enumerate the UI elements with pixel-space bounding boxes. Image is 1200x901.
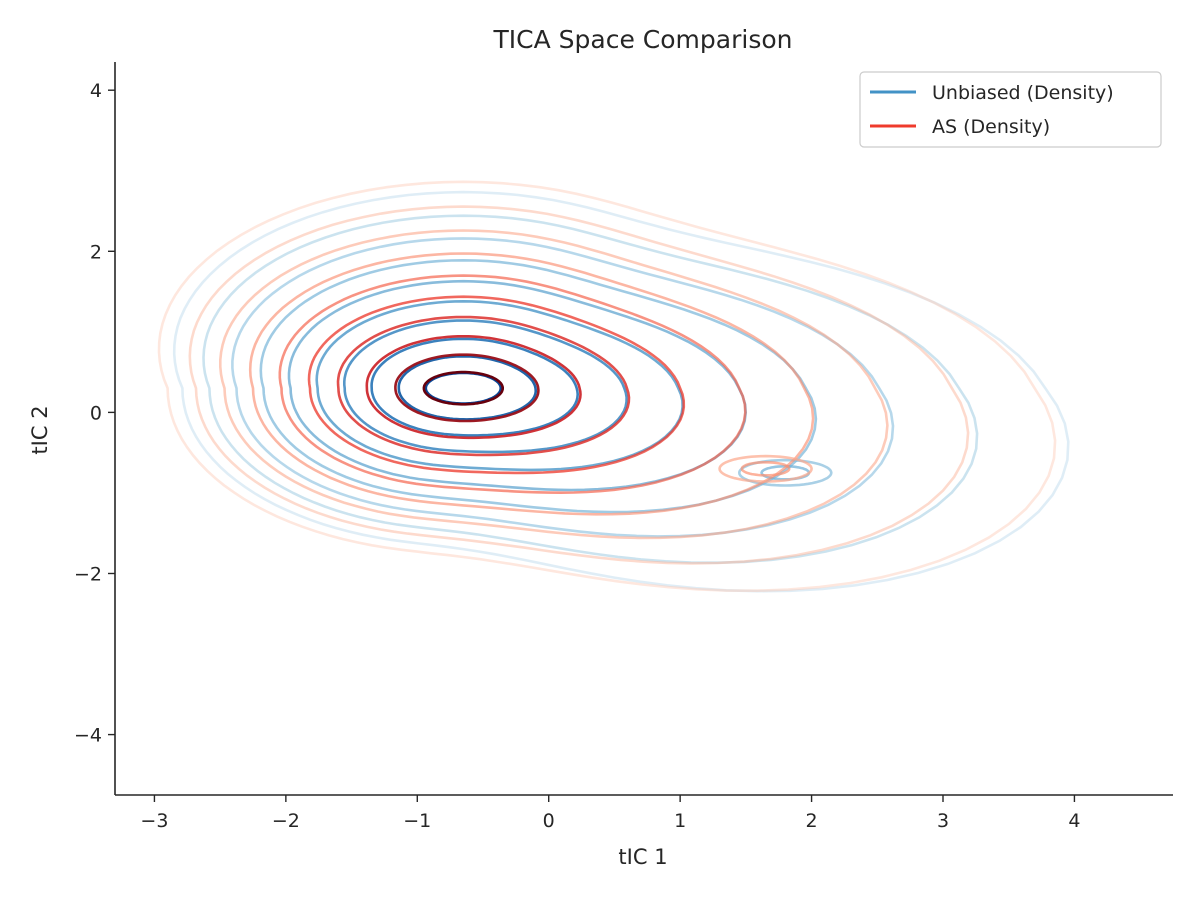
plot-area: [157, 180, 1070, 593]
density-contour-secondary: [737, 458, 833, 487]
density-contour: [259, 258, 818, 514]
legend: Unbiased (Density) AS (Density): [859, 71, 1162, 148]
x-tick-label: 2: [806, 810, 818, 832]
density-contour: [202, 214, 979, 565]
density-contour: [287, 279, 748, 492]
legend-label-unbiased: Unbiased (Density): [932, 82, 1114, 104]
density-contour: [157, 180, 1057, 593]
density-contour-secondary: [718, 454, 813, 483]
density-contour: [315, 299, 684, 472]
x-tick-label: −3: [140, 810, 168, 832]
y-tick-label: −4: [74, 725, 102, 747]
density-contour: [422, 370, 504, 406]
y-tick-label: 4: [90, 80, 102, 102]
x-tick-label: −1: [403, 810, 431, 832]
x-axis-ticks: −3 −2 −1 0 1 2 3 4: [140, 795, 1080, 832]
density-contour: [343, 319, 628, 454]
y-axis-label: tIC 2: [28, 405, 52, 454]
x-tick-label: −2: [272, 810, 300, 832]
density-contour: [397, 354, 537, 421]
y-tick-label: 0: [90, 402, 102, 424]
density-contour: [219, 229, 889, 540]
density-contour: [248, 252, 815, 516]
y-axis-ticks: −4 −2 0 2 4: [74, 80, 115, 747]
density-contour: [278, 274, 747, 495]
legend-frame: [859, 71, 1162, 148]
density-contour: [394, 353, 540, 423]
x-tick-label: 3: [937, 810, 949, 832]
density-contour: [365, 335, 582, 440]
legend-label-as: AS (Density): [932, 116, 1050, 138]
y-tick-label: −2: [74, 563, 102, 585]
x-tick-label: 1: [674, 810, 686, 832]
series-as-contours: [157, 180, 1057, 593]
y-tick-label: 2: [90, 241, 102, 263]
density-contour: [188, 205, 970, 565]
density-contour: [370, 337, 580, 437]
density-contour: [336, 315, 631, 457]
x-tick-label: 0: [543, 810, 555, 832]
density-contour: [307, 295, 686, 475]
density-contour: [172, 190, 1070, 593]
chart-title: TICA Space Comparison: [493, 25, 793, 54]
x-tick-label: 4: [1068, 810, 1080, 832]
series-unbiased-contours: [172, 190, 1070, 593]
x-axis-label: tIC 1: [618, 845, 667, 869]
density-contour: [231, 237, 895, 538]
density-contour-secondary: [740, 461, 791, 477]
